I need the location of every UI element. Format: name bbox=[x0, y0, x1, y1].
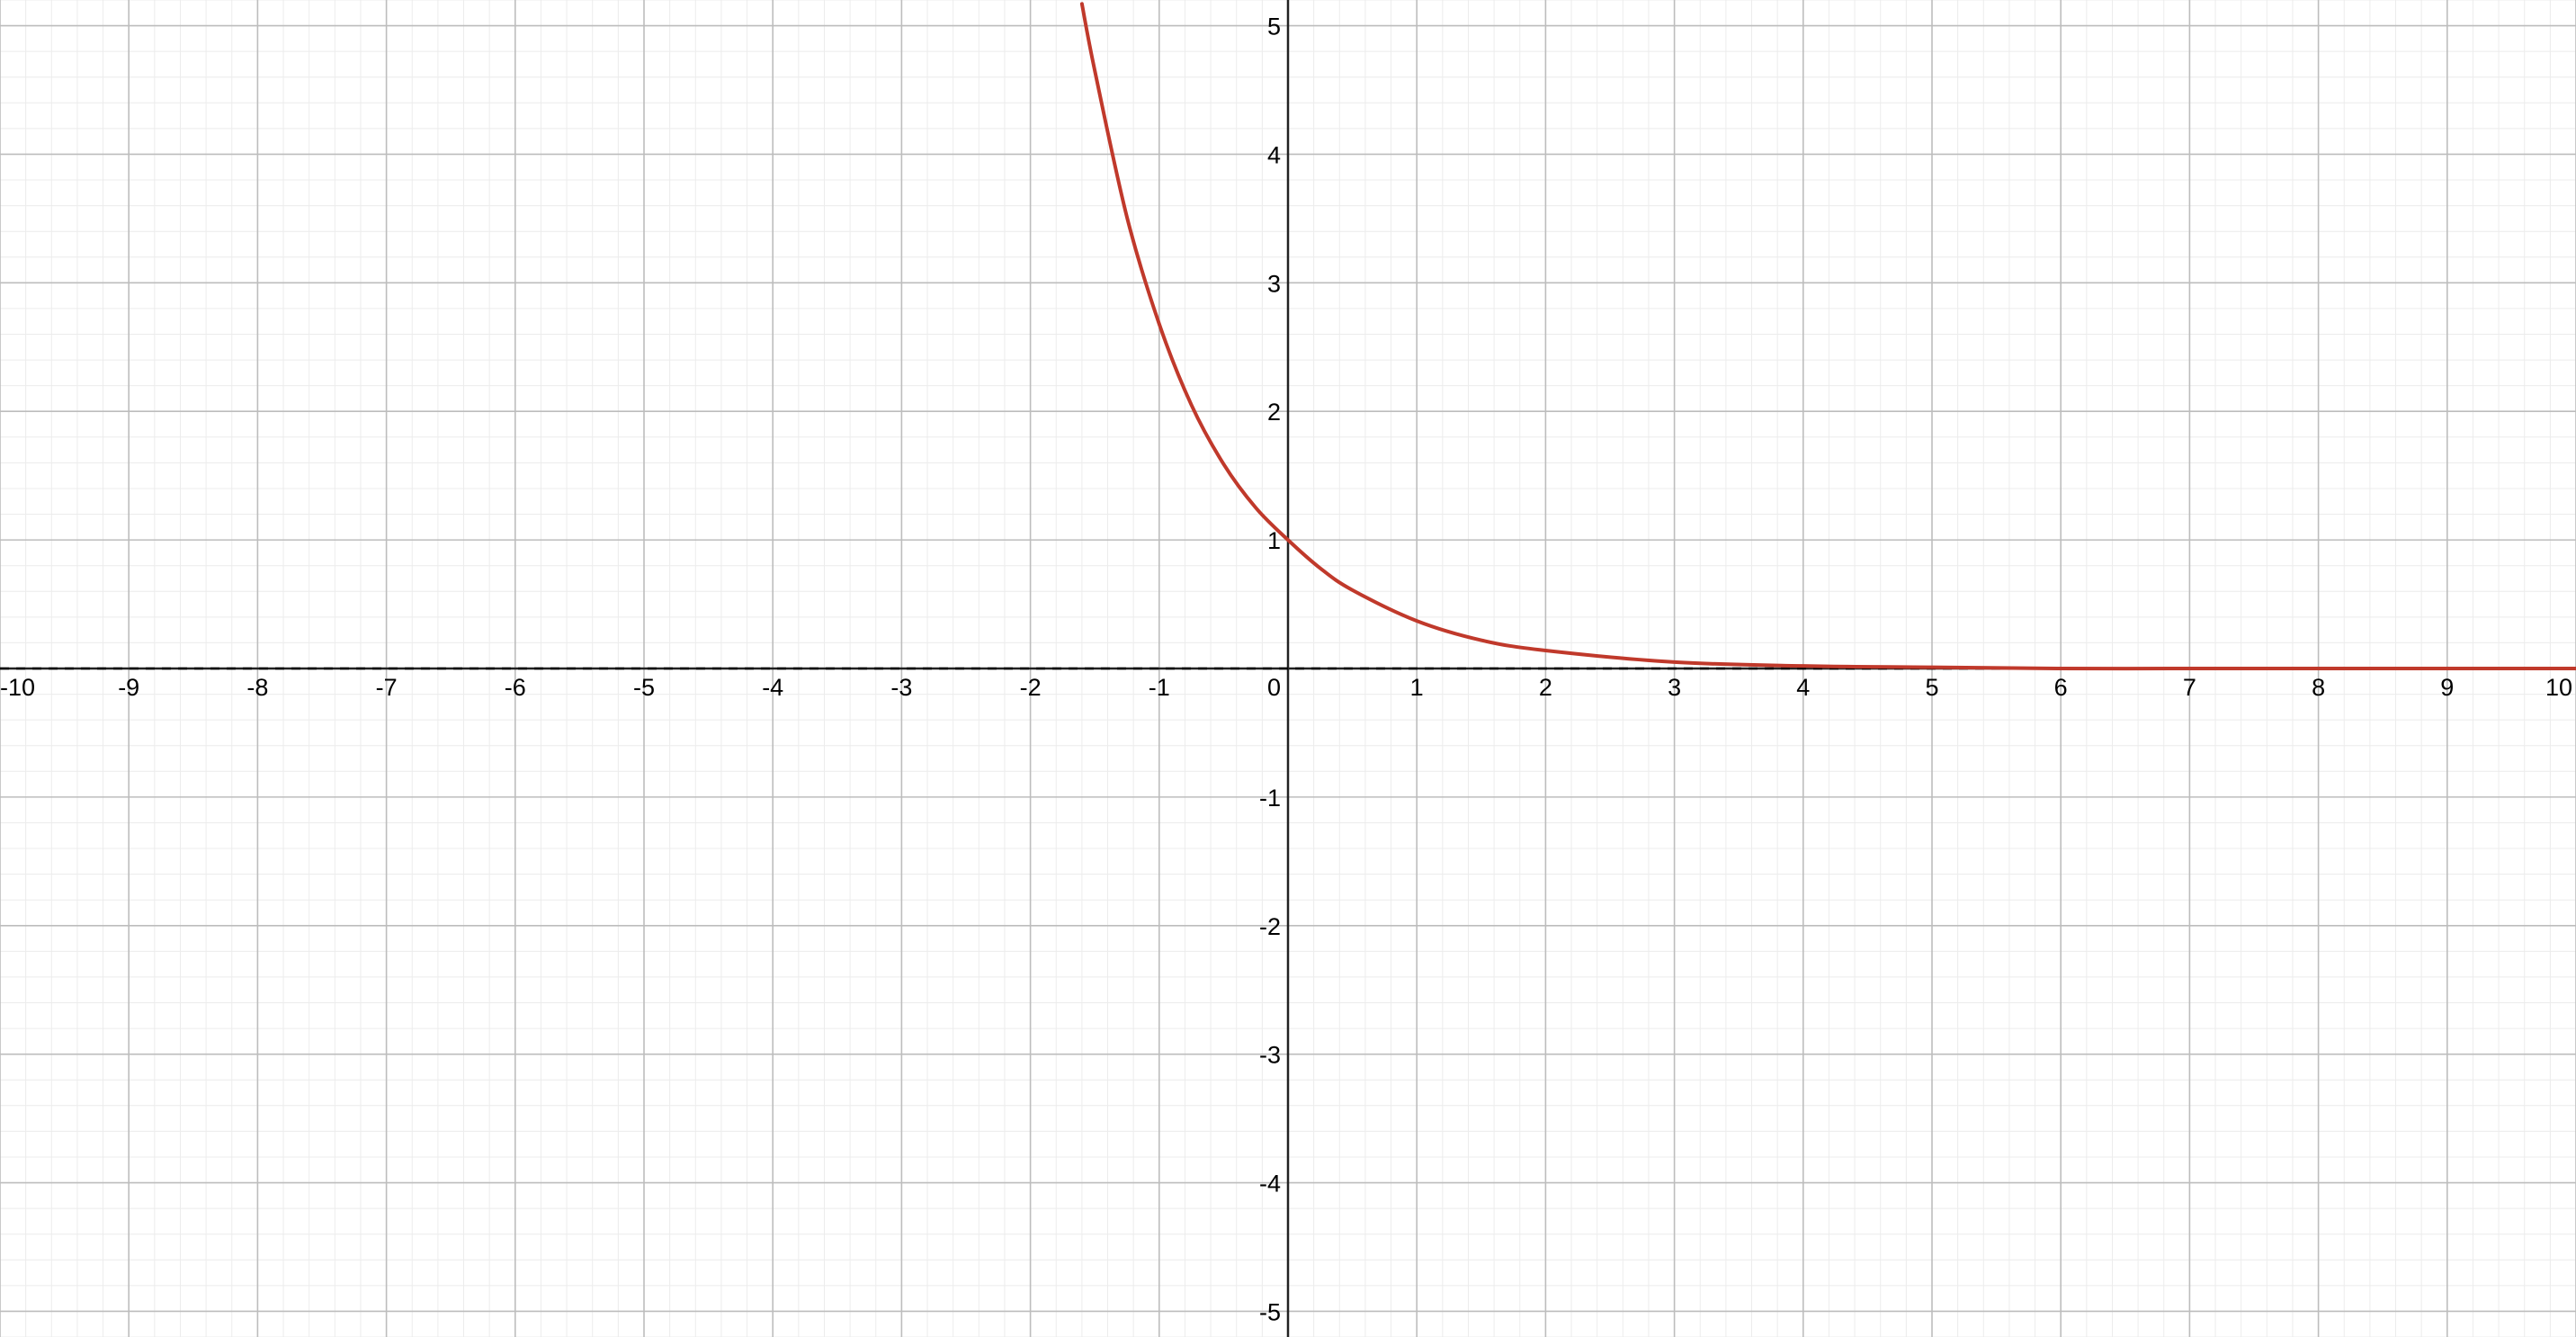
x-tick-label: -5 bbox=[633, 674, 655, 701]
y-tick-label: 1 bbox=[1267, 527, 1281, 554]
x-tick-label: 10 bbox=[2545, 674, 2572, 701]
y-tick-label: -4 bbox=[1259, 1171, 1281, 1198]
x-tick-label: -4 bbox=[762, 674, 783, 701]
x-tick-label: 9 bbox=[2440, 674, 2454, 701]
x-tick-labels: -10 -9 -8 -7 -6 -5 -4 -3 -2 -1 0 1 2 3 4 5 6 7 8 9 10 bbox=[0, 674, 2572, 701]
y-tick-label: 2 bbox=[1267, 399, 1281, 426]
x-tick-label: 2 bbox=[1539, 674, 1552, 701]
x-tick-label: -10 bbox=[0, 674, 35, 701]
y-tick-label: -5 bbox=[1259, 1298, 1281, 1325]
x-tick-label: -3 bbox=[890, 674, 912, 701]
x-tick-label: 3 bbox=[1668, 674, 1681, 701]
x-tick-label: 1 bbox=[1410, 674, 1424, 701]
x-tick-label: 7 bbox=[2183, 674, 2196, 701]
y-tick-label: -2 bbox=[1259, 913, 1281, 940]
y-tick-label: 3 bbox=[1267, 270, 1281, 297]
x-tick-label: 6 bbox=[2054, 674, 2068, 701]
x-tick-label: -1 bbox=[1149, 674, 1170, 701]
x-tick-label: -2 bbox=[1020, 674, 1042, 701]
x-tick-label: 0 bbox=[1267, 674, 1281, 701]
y-tick-label: 5 bbox=[1267, 13, 1281, 40]
x-tick-label: -7 bbox=[376, 674, 398, 701]
x-tick-label: 4 bbox=[1796, 674, 1810, 701]
y-tick-label: 4 bbox=[1267, 141, 1281, 168]
x-tick-label: -6 bbox=[505, 674, 526, 701]
y-tick-label: -3 bbox=[1259, 1042, 1281, 1069]
y-tick-label: -1 bbox=[1259, 785, 1281, 812]
x-tick-label: 5 bbox=[1925, 674, 1938, 701]
x-tick-label: -9 bbox=[118, 674, 139, 701]
x-tick-label: -8 bbox=[246, 674, 268, 701]
x-tick-label: 8 bbox=[2312, 674, 2325, 701]
